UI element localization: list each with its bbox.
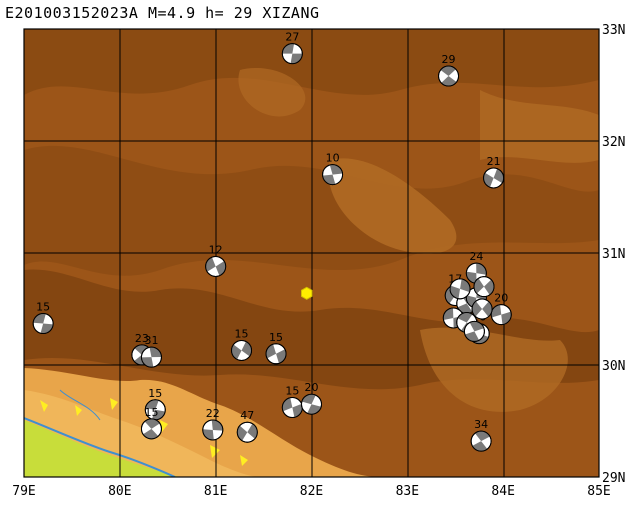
focal-mechanism: 22 — [202, 407, 224, 441]
focal-mechanism: 15 — [32, 301, 54, 335]
lon-label: 81E — [204, 484, 227, 499]
focal-mechanism: 12 — [205, 243, 227, 277]
focal-mechanism: 31 — [140, 334, 162, 368]
depth-label: 15 — [285, 385, 299, 398]
depth-label: 22 — [206, 407, 220, 420]
depth-label: 27 — [285, 31, 299, 44]
focal-mechanism: 29 — [438, 53, 460, 87]
depth-label: 31 — [144, 334, 158, 347]
longitude-labels: 79E 80E 81E 82E 83E 84E 85E — [12, 484, 610, 499]
latitude-labels: 33N 32N 31N 30N 29N — [602, 23, 625, 486]
lat-label: 29N — [602, 471, 625, 486]
depth-label: 21 — [487, 155, 501, 168]
depth-label: 15 — [269, 331, 283, 344]
focal-mechanism: 15 — [144, 387, 166, 421]
lat-label: 31N — [602, 247, 625, 262]
focal-mechanism: 15 — [265, 331, 287, 365]
epicenter-marker — [301, 286, 313, 300]
lon-label: 79E — [12, 484, 35, 499]
lat-label: 30N — [602, 359, 625, 374]
focal-mechanism — [463, 320, 485, 342]
depth-label: 20 — [305, 381, 319, 394]
lon-label: 82E — [300, 484, 323, 499]
map-frame — [23, 28, 600, 478]
epicenter-hexagon — [301, 286, 313, 300]
focal-mechanism — [471, 298, 493, 320]
focal-mechanism — [473, 276, 495, 298]
depth-label: 23 — [135, 332, 149, 345]
depth-label: 10 — [326, 152, 340, 165]
focal-mechanism: 20 — [301, 381, 322, 415]
focal-mechanism: 15 — [281, 385, 303, 419]
focal-mechanism: 27 — [281, 31, 303, 65]
depth-label: 12 — [209, 243, 223, 256]
focal-mechanism: 20 — [490, 292, 512, 326]
depth-label: 15 — [235, 327, 249, 340]
lon-label: 83E — [396, 484, 419, 499]
lon-label: 85E — [587, 484, 610, 499]
focal-mechanism: 15 — [231, 327, 253, 361]
depth-label: 47 — [240, 409, 254, 422]
depth-label: 34 — [474, 418, 488, 431]
map-title: E201003152023A M=4.9 h= 29 XIZANG — [5, 4, 320, 22]
focal-mechanism: 10 — [322, 152, 344, 186]
focal-mechanism: 15 — [140, 406, 162, 440]
depth-label: 29 — [442, 53, 456, 66]
lat-label: 33N — [602, 23, 625, 38]
focal-mechanism: 47 — [236, 409, 258, 443]
focal-mechanism: 21 — [483, 155, 505, 189]
lon-label: 84E — [491, 484, 514, 499]
depth-label: 15 — [144, 406, 158, 419]
lon-label: 80E — [108, 484, 131, 499]
lat-label: 32N — [602, 135, 625, 150]
depth-label: 20 — [494, 292, 508, 305]
depth-label: 24 — [469, 250, 483, 263]
focal-mechanism — [449, 278, 471, 300]
depth-label: 15 — [36, 301, 50, 314]
graticule — [24, 29, 599, 477]
depth-label: 15 — [148, 387, 162, 400]
focal-mechanism: 34 — [470, 418, 492, 452]
